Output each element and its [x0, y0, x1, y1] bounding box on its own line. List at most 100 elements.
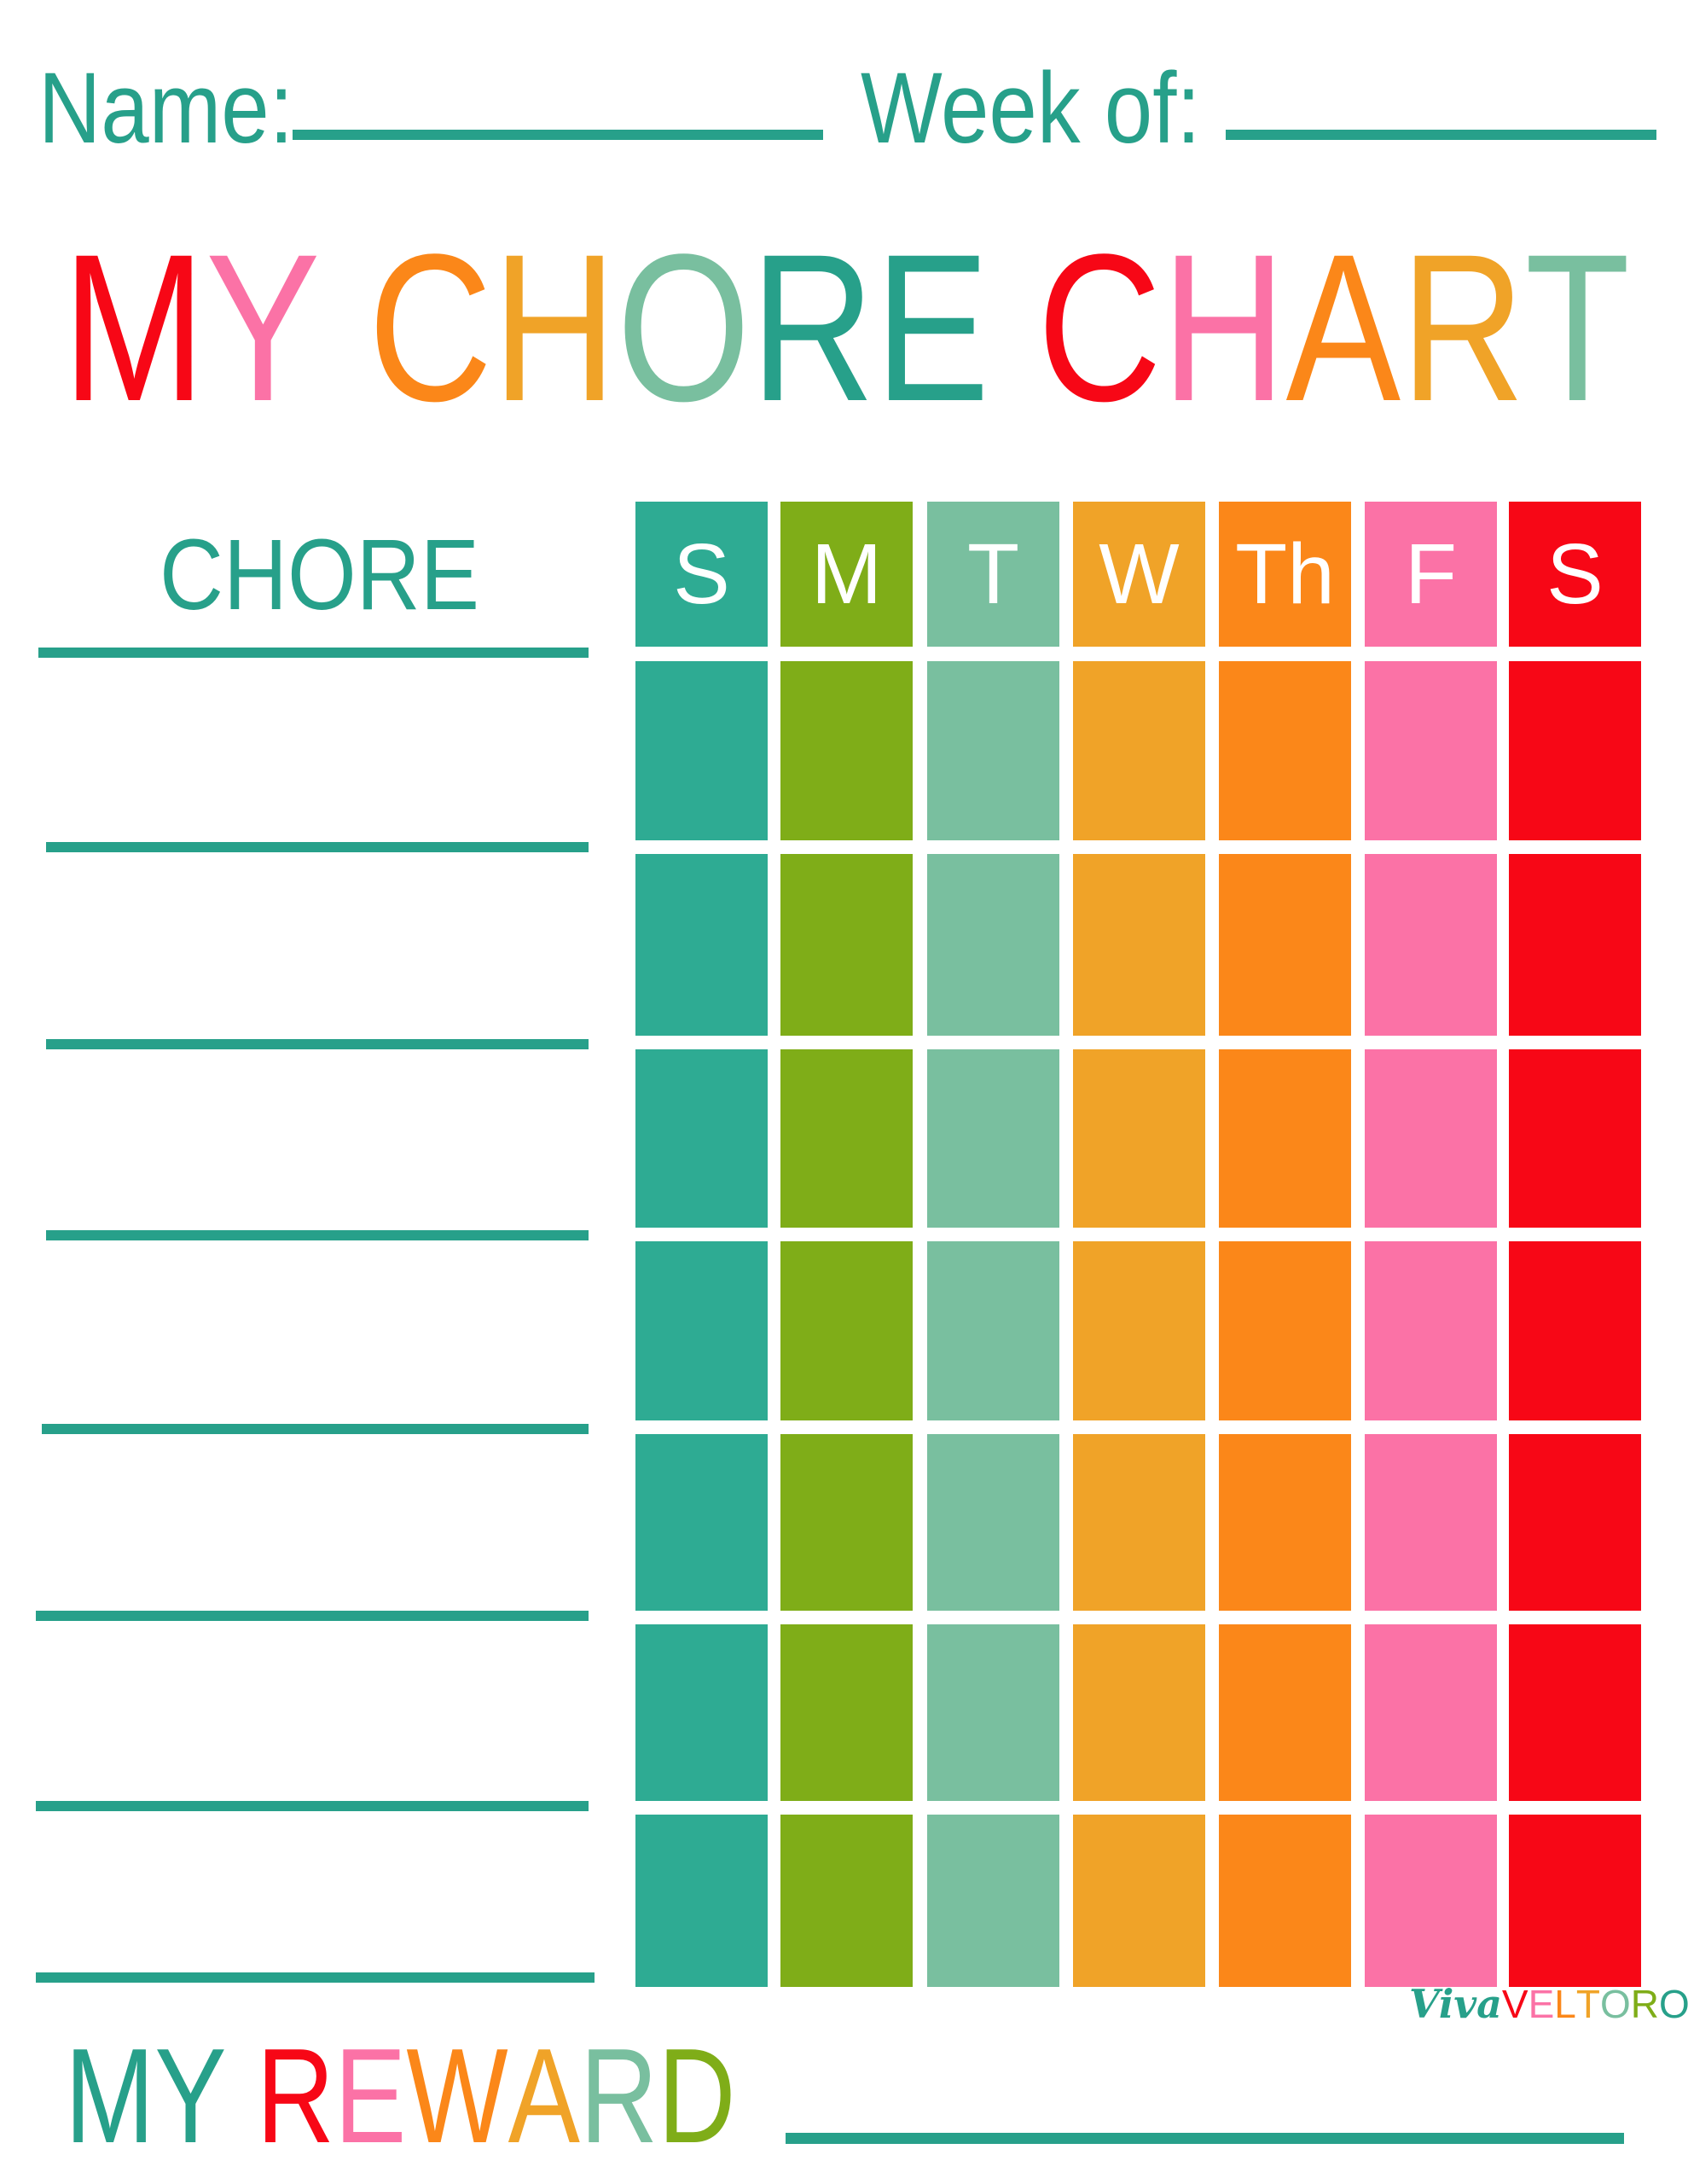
- chore-check-cell[interactable]: [1073, 1815, 1205, 1987]
- chore-check-cell[interactable]: [1073, 1624, 1205, 1801]
- reward-letter: R: [256, 2021, 335, 2171]
- chore-check-cell[interactable]: [1509, 854, 1641, 1036]
- chore-check-cell[interactable]: [780, 1049, 913, 1228]
- chore-check-cell[interactable]: [1219, 1049, 1351, 1228]
- chore-check-cell[interactable]: [1073, 1241, 1205, 1420]
- chore-check-cell[interactable]: [927, 1815, 1059, 1987]
- chore-check-cell[interactable]: [1073, 854, 1205, 1036]
- title-letter: H: [1161, 211, 1286, 445]
- chore-entry-line[interactable]: [36, 1972, 595, 1983]
- my-reward-label: MY REWARD: [65, 2029, 736, 2164]
- chore-check-cell[interactable]: [1365, 854, 1497, 1036]
- chore-entry-line[interactable]: [36, 1801, 589, 1811]
- chore-check-cell[interactable]: [1365, 661, 1497, 840]
- chore-entry-line[interactable]: [46, 1230, 589, 1240]
- reward-letter: W: [406, 2021, 508, 2171]
- logo-viva-text: Viva: [1409, 1981, 1502, 2027]
- day-header-f: F: [1365, 502, 1497, 647]
- chore-check-cell[interactable]: [1365, 1049, 1497, 1228]
- chore-check-cell[interactable]: [1073, 661, 1205, 840]
- logo-letter: R: [1630, 1982, 1659, 2026]
- chore-check-cell[interactable]: [1219, 854, 1351, 1036]
- chore-check-cell[interactable]: [1509, 1624, 1641, 1801]
- title-letter: T: [1524, 211, 1631, 445]
- day-header-m: M: [780, 502, 913, 647]
- chore-check-cell[interactable]: [927, 661, 1059, 840]
- chore-check-cell[interactable]: [927, 854, 1059, 1036]
- logo-letter: O: [1658, 1982, 1688, 2026]
- chore-check-cell[interactable]: [635, 854, 768, 1036]
- chore-check-cell[interactable]: [1365, 1434, 1497, 1611]
- chore-entry-line[interactable]: [46, 1039, 589, 1049]
- day-header-w: W: [1073, 502, 1205, 647]
- reward-letter: R: [579, 2021, 658, 2171]
- logo-veltoro-text: VELTORO: [1502, 1982, 1688, 2026]
- logo-letter: V: [1501, 1982, 1528, 2026]
- title-letter: [989, 224, 1037, 433]
- title-letter: R: [750, 211, 875, 445]
- chore-check-cell[interactable]: [1509, 1241, 1641, 1420]
- chore-heading-underline: [38, 648, 589, 658]
- reward-letter: M: [65, 2021, 155, 2171]
- chore-heading: CHORE: [160, 519, 480, 631]
- chore-check-cell[interactable]: [1365, 1815, 1497, 1987]
- chore-entry-line[interactable]: [46, 842, 589, 852]
- title-letter: M: [62, 211, 206, 445]
- chore-check-cell[interactable]: [635, 661, 768, 840]
- chore-check-cell[interactable]: [1073, 1049, 1205, 1228]
- name-label: Name:: [38, 52, 293, 165]
- title-letter: H: [492, 211, 618, 445]
- reward-letter: Y: [154, 2021, 227, 2171]
- chore-check-cell[interactable]: [927, 1624, 1059, 1801]
- title-letter: [321, 224, 368, 433]
- chore-check-cell[interactable]: [1365, 1241, 1497, 1420]
- chore-check-cell[interactable]: [780, 1815, 913, 1987]
- chore-check-cell[interactable]: [780, 661, 913, 840]
- day-header-t: T: [927, 502, 1059, 647]
- page-title: MY CHORE CHART: [62, 224, 1630, 433]
- chore-check-cell[interactable]: [1219, 1241, 1351, 1420]
- reward-field-line[interactable]: [786, 2133, 1624, 2144]
- week-of-field-line[interactable]: [1226, 130, 1656, 140]
- chore-check-cell[interactable]: [1509, 661, 1641, 840]
- chore-entry-line[interactable]: [42, 1424, 589, 1434]
- chore-check-cell[interactable]: [1509, 1815, 1641, 1987]
- chore-check-cell[interactable]: [780, 1624, 913, 1801]
- chore-check-cell[interactable]: [635, 1241, 768, 1420]
- chore-check-cell[interactable]: [927, 1241, 1059, 1420]
- chore-check-cell[interactable]: [635, 1815, 768, 1987]
- chore-check-cell[interactable]: [635, 1049, 768, 1228]
- logo-letter: L: [1554, 1982, 1576, 2026]
- chore-check-cell[interactable]: [1219, 1624, 1351, 1801]
- title-letter: C: [1037, 211, 1162, 445]
- chore-check-cell[interactable]: [635, 1624, 768, 1801]
- chore-check-cell[interactable]: [1365, 1624, 1497, 1801]
- chore-check-cell[interactable]: [780, 1434, 913, 1611]
- chore-entry-line[interactable]: [36, 1611, 589, 1621]
- reward-letter: E: [334, 2021, 407, 2171]
- logo-letter: O: [1599, 1982, 1631, 2026]
- chore-check-cell[interactable]: [780, 854, 913, 1036]
- title-letter: O: [617, 211, 751, 445]
- chore-check-cell[interactable]: [927, 1049, 1059, 1228]
- name-field-line[interactable]: [293, 130, 823, 140]
- reward-letter: [227, 2029, 257, 2164]
- chore-check-cell[interactable]: [927, 1434, 1059, 1611]
- chore-check-cell[interactable]: [1219, 1434, 1351, 1611]
- chore-check-cell[interactable]: [1219, 661, 1351, 840]
- title-letter: A: [1285, 211, 1401, 445]
- viva-veltoro-logo: VivaVELTORO: [1409, 1984, 1688, 2024]
- chore-check-cell[interactable]: [780, 1241, 913, 1420]
- chore-check-cell[interactable]: [1509, 1049, 1641, 1228]
- chore-check-cell[interactable]: [635, 1434, 768, 1611]
- reward-letter: D: [658, 2021, 736, 2171]
- chore-check-cell[interactable]: [1509, 1434, 1641, 1611]
- title-letter: Y: [206, 211, 321, 445]
- title-letter: C: [368, 211, 493, 445]
- day-header-s: S: [1509, 502, 1641, 647]
- chore-check-cell[interactable]: [1219, 1815, 1351, 1987]
- logo-letter: T: [1575, 1982, 1600, 2026]
- chore-check-cell[interactable]: [1073, 1434, 1205, 1611]
- day-header-th: Th: [1219, 502, 1351, 647]
- logo-letter: E: [1528, 1982, 1555, 2026]
